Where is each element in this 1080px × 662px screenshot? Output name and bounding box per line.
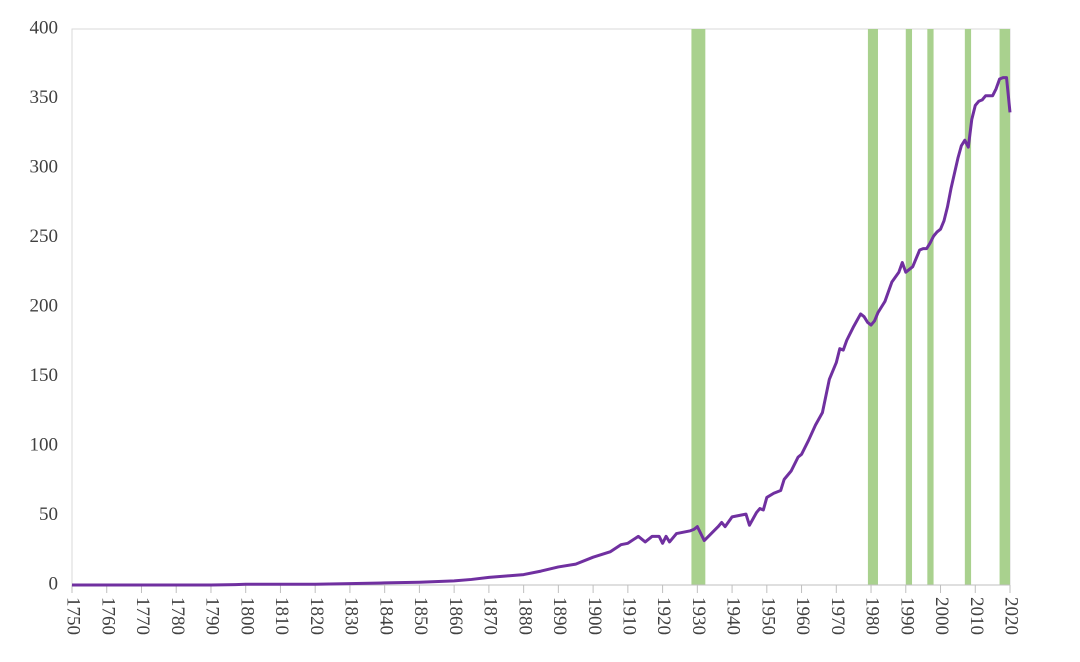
y-tick-label: 200 [30, 295, 59, 316]
x-tick-label: 2010 [966, 597, 987, 635]
x-tick-label: 1980 [862, 597, 883, 635]
x-tick-label: 1950 [757, 597, 778, 635]
y-tick-label: 0 [49, 573, 59, 594]
y-tick-label: 300 [30, 156, 59, 177]
x-tick-label: 1850 [410, 597, 431, 635]
x-tick-label: 1970 [827, 597, 848, 635]
x-tick-label: 1990 [896, 597, 917, 635]
recession-band [905, 29, 913, 585]
x-tick-label: 1840 [375, 597, 396, 635]
y-tick-label: 250 [30, 226, 59, 247]
x-tick-label: 1770 [132, 597, 153, 635]
x-tick-label: 1790 [202, 597, 223, 635]
x-tick-label: 1920 [653, 597, 674, 635]
x-tick-label: 1750 [63, 597, 84, 635]
x-tick-label: 1830 [341, 597, 362, 635]
x-tick-label: 1940 [723, 597, 744, 635]
x-tick-label: 2020 [1001, 597, 1022, 635]
x-tick-label: 1900 [584, 597, 605, 635]
y-tick-label: 350 [30, 87, 59, 108]
recession-band [927, 29, 934, 585]
x-tick-label: 1880 [514, 597, 535, 635]
x-tick-label: 1810 [271, 597, 292, 635]
y-tick-label: 50 [39, 504, 58, 525]
x-tick-label: 1820 [306, 597, 327, 635]
data-line [72, 76, 1012, 587]
y-tick-label: 100 [30, 434, 59, 455]
x-tick-label: 1960 [792, 597, 813, 635]
recession-band [867, 29, 878, 585]
y-tick-label: 400 [30, 17, 59, 38]
x-tick-label: 2000 [931, 597, 952, 635]
x-tick-label: 1860 [445, 597, 466, 635]
y-tick-label: 150 [30, 365, 59, 386]
x-tick-label: 1800 [236, 597, 257, 635]
x-tick-label: 1890 [549, 597, 570, 635]
x-tick-label: 1910 [618, 597, 639, 635]
recession-band [964, 29, 972, 585]
x-tick-label: 1760 [97, 597, 118, 635]
x-tick-label: 1930 [688, 597, 709, 635]
x-tick-label: 1780 [167, 597, 188, 635]
recession-band [691, 29, 706, 585]
recession-band [999, 29, 1010, 585]
x-tick-label: 1870 [480, 597, 501, 635]
